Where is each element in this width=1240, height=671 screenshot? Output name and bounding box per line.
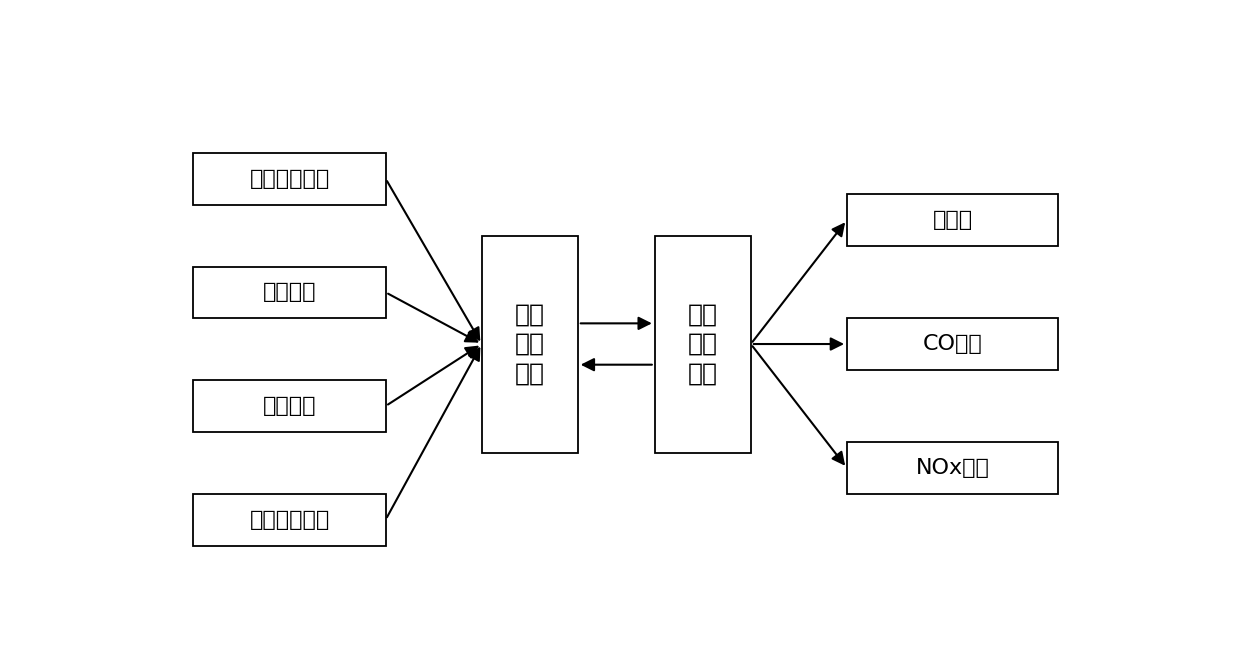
Bar xyxy=(481,236,578,452)
Text: 水流进口温度: 水流进口温度 xyxy=(249,510,330,529)
Bar xyxy=(847,442,1058,494)
Bar xyxy=(193,153,386,205)
Text: NOx浓度: NOx浓度 xyxy=(915,458,990,478)
Text: 水流流量: 水流流量 xyxy=(263,396,316,416)
Bar xyxy=(193,266,386,318)
Bar xyxy=(847,194,1058,246)
Text: 过量空气系数: 过量空气系数 xyxy=(249,168,330,189)
Bar xyxy=(193,494,386,546)
Bar xyxy=(847,318,1058,370)
Text: 热效率: 热效率 xyxy=(932,210,972,230)
Bar xyxy=(655,236,751,452)
Text: 换热
器的
性能: 换热 器的 性能 xyxy=(688,303,718,386)
Text: 烟气流量: 烟气流量 xyxy=(263,282,316,303)
Bar xyxy=(193,380,386,432)
Text: 部分
负荷
工况: 部分 负荷 工况 xyxy=(515,303,544,386)
Text: CO浓度: CO浓度 xyxy=(923,334,982,354)
